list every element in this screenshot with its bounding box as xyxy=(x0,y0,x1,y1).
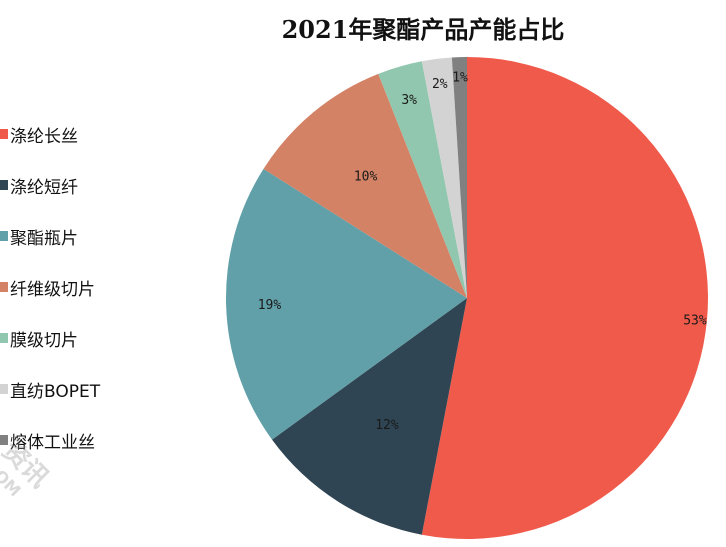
legend-item[interactable]: 熔体工业丝 xyxy=(0,427,95,453)
legend-label: 膜级切片 xyxy=(10,330,78,351)
legend-label: 涤纶长丝 xyxy=(10,126,78,147)
pie-slice[interactable] xyxy=(421,57,709,539)
legend-item[interactable]: 涤纶长丝 xyxy=(0,121,78,147)
slice-label: 53% xyxy=(683,314,707,329)
legend-label: 聚酯瓶片 xyxy=(10,228,78,249)
legend-item[interactable]: 聚酯瓶片 xyxy=(0,223,78,249)
pie-labels: 53% 12% 19% 10% 3% 2% 1% xyxy=(258,70,707,433)
legend-swatch xyxy=(0,333,8,343)
slice-label: 19% xyxy=(258,298,282,313)
pie-slice[interactable] xyxy=(263,73,467,299)
slice-label: 1% xyxy=(452,70,468,85)
pie-slice[interactable] xyxy=(226,168,467,440)
pie-slice[interactable] xyxy=(451,57,467,298)
legend-item[interactable]: 纤维级切片 xyxy=(0,274,95,300)
legend-label: 熔体工业丝 xyxy=(10,432,95,453)
legend-swatch xyxy=(0,435,8,445)
slice-label: 10% xyxy=(354,169,378,184)
legend-label: 纤维级切片 xyxy=(10,279,95,300)
legend-swatch xyxy=(0,384,8,394)
legend-label: 涤纶短纤 xyxy=(10,177,78,198)
pie-slice[interactable] xyxy=(272,298,467,535)
legend-swatch xyxy=(0,282,8,292)
legend-item[interactable]: 膜级切片 xyxy=(0,325,78,351)
slice-label: 3% xyxy=(401,93,417,108)
legend-swatch xyxy=(0,231,8,241)
legend-item[interactable]: 涤纶短纤 xyxy=(0,172,78,198)
chart-title: 2021年聚酯产品产能占比 xyxy=(281,15,565,44)
pie-slices xyxy=(226,57,709,539)
pie-slice[interactable] xyxy=(421,57,467,299)
slice-label: 2% xyxy=(432,77,448,92)
slice-label: 12% xyxy=(375,418,399,433)
legend-label: 直纺BOPET xyxy=(10,381,101,402)
legend-item[interactable]: 直纺BOPET xyxy=(0,376,100,402)
legend-swatch xyxy=(0,129,8,139)
legend-swatch xyxy=(0,180,8,190)
pie-slice[interactable] xyxy=(378,61,467,299)
